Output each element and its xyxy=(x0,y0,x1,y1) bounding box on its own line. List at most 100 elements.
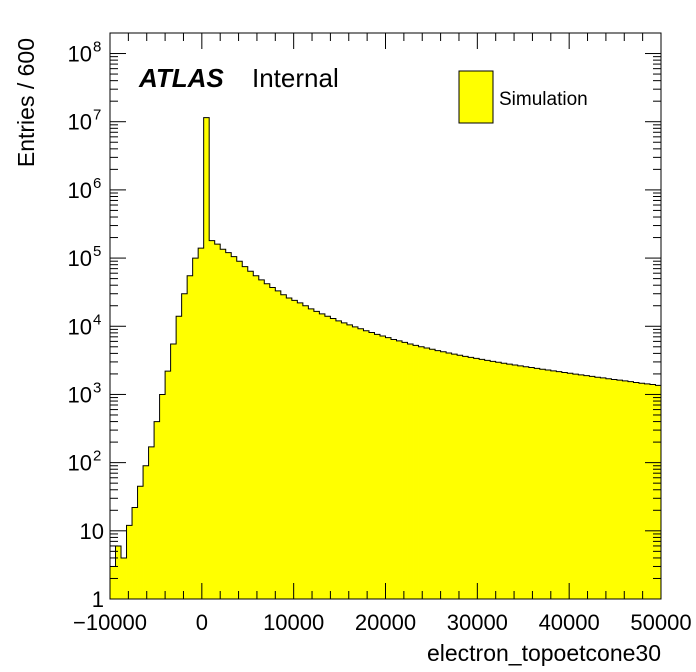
histogram-bar xyxy=(413,345,419,599)
y-tick-label: 10 xyxy=(68,42,92,67)
histogram-bar xyxy=(561,372,568,599)
histogram-bar xyxy=(368,332,375,599)
histogram-bar xyxy=(253,275,260,599)
histogram-bar xyxy=(346,324,353,599)
histogram-bar xyxy=(280,294,287,599)
histogram-bar xyxy=(115,545,122,599)
histogram-bar xyxy=(402,342,408,599)
histogram-bar xyxy=(363,330,370,599)
histogram-bar xyxy=(335,320,342,599)
y-tick-exponent: 5 xyxy=(93,243,101,260)
histogram-bar xyxy=(330,318,337,599)
histogram-bar xyxy=(231,256,238,599)
histogram-bar xyxy=(275,290,282,599)
histogram-bar xyxy=(534,368,541,599)
y-tick-exponent: 4 xyxy=(93,311,101,328)
atlas-internal-label: Internal xyxy=(252,63,339,93)
histogram-bar xyxy=(627,381,634,599)
histogram-bar xyxy=(159,394,166,599)
histogram-bar xyxy=(302,305,309,599)
y-tick-label: 10 xyxy=(68,110,92,135)
y-tick-label: 10 xyxy=(68,382,92,407)
y-tick-exponent: 7 xyxy=(93,107,101,124)
histogram-bar xyxy=(308,308,315,599)
histogram-bar xyxy=(446,353,453,599)
histogram-bar xyxy=(137,486,144,599)
histogram-bar xyxy=(611,379,618,599)
y-axis-title: Entries / 600 xyxy=(13,38,39,167)
axis-ticks xyxy=(109,32,662,600)
histogram-bar xyxy=(655,385,662,599)
histogram-bar xyxy=(457,355,464,599)
x-tick-label: 10000 xyxy=(263,610,324,635)
y-tick-label: 10 xyxy=(68,246,92,271)
histogram-bar xyxy=(379,335,386,599)
y-tick-exponent: 8 xyxy=(93,39,101,56)
histogram-bar xyxy=(567,373,574,599)
histogram-bar xyxy=(622,380,629,599)
x-tick-labels: −10000 0 10000 20000 30000 40000 50000 xyxy=(73,610,692,635)
histogram-bar xyxy=(495,362,502,599)
histogram-bar xyxy=(236,261,243,599)
histogram-bar xyxy=(187,275,194,599)
x-tick-label: −10000 xyxy=(73,610,147,635)
histogram-bar xyxy=(148,446,155,599)
histogram-bar xyxy=(468,357,475,599)
y-tick-label: 10 xyxy=(68,451,92,476)
histogram-bar xyxy=(357,328,364,599)
histogram-bar xyxy=(170,343,177,599)
y-tick-exponent: 6 xyxy=(93,175,101,192)
histogram-bar xyxy=(143,465,149,599)
histogram-bar xyxy=(391,339,397,599)
histogram-bar xyxy=(291,300,298,599)
histogram-bar xyxy=(517,365,524,599)
histogram-bar xyxy=(578,374,585,599)
histogram-bar xyxy=(479,359,486,599)
histogram-bar xyxy=(550,370,557,599)
histogram-bar xyxy=(341,322,348,599)
histogram-bar xyxy=(214,244,221,599)
x-tick-label: 40000 xyxy=(539,610,600,635)
histogram-bar xyxy=(313,311,320,599)
histogram-bar xyxy=(539,369,546,599)
x-axis-title: electron_topoetcone30 xyxy=(427,640,661,666)
legend: Simulation xyxy=(458,70,588,124)
histogram-bar xyxy=(649,384,656,599)
histogram-bar xyxy=(424,347,430,599)
legend-swatch xyxy=(458,70,494,124)
histogram-bar xyxy=(110,566,116,599)
x-tick-label: 0 xyxy=(196,610,208,635)
y-tick-label: 10 xyxy=(68,178,92,203)
histogram-bar xyxy=(644,383,651,599)
histogram-bar xyxy=(616,380,623,599)
histogram-bar xyxy=(181,293,188,599)
histogram-bar xyxy=(396,340,403,599)
histogram-bar xyxy=(435,350,441,599)
histogram-bar xyxy=(638,383,645,599)
histogram-bar xyxy=(220,249,227,600)
histogram-bar xyxy=(319,313,326,599)
histogram-bar xyxy=(297,302,304,599)
histogram-bar xyxy=(506,364,513,599)
histogram-bar xyxy=(374,334,381,599)
histogram-bar xyxy=(264,283,271,599)
histogram-bar xyxy=(572,374,579,599)
histogram-bar xyxy=(203,117,210,599)
histogram-bar xyxy=(198,248,205,599)
histogram-bar xyxy=(132,507,138,599)
y-tick-exponent: 2 xyxy=(93,448,101,465)
atlas-label: ATLAS xyxy=(138,63,224,93)
histogram-bar xyxy=(286,297,293,599)
y-tick-label: 10 xyxy=(80,519,104,544)
x-tick-label: 30000 xyxy=(447,610,508,635)
histogram-bar xyxy=(484,360,491,599)
histogram-bar xyxy=(121,557,127,599)
histogram-bar xyxy=(154,421,160,599)
histogram-bar xyxy=(589,376,596,599)
histogram-bar xyxy=(556,371,563,599)
x-tick-label: 50000 xyxy=(630,610,691,635)
histogram-bar xyxy=(633,382,640,599)
histogram-bar xyxy=(165,371,172,599)
histogram-bar xyxy=(594,377,601,599)
